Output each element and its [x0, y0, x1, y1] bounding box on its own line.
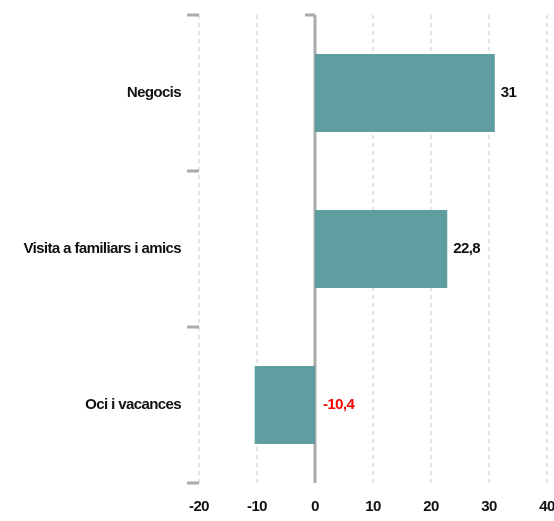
bar: [254, 366, 315, 444]
value-label: 22,8: [453, 240, 480, 257]
value-label: 31: [501, 84, 517, 101]
x-tick-label: 30: [481, 498, 497, 515]
y-tick-label: Visita a familiars i amics: [23, 240, 181, 257]
x-tick-label: -10: [247, 498, 267, 515]
x-tick-label: 10: [365, 498, 381, 515]
bar: [315, 54, 495, 132]
bar: [315, 210, 448, 288]
x-tick-label: 40: [539, 498, 554, 515]
y-tick-label: Oci i vacances: [85, 396, 181, 413]
x-tick-label: 0: [311, 498, 319, 515]
x-tick-label: 20: [423, 498, 439, 515]
x-tick-label: -20: [189, 498, 209, 515]
value-label: -10,4: [323, 396, 355, 413]
y-tick-label: Negocis: [127, 84, 181, 101]
